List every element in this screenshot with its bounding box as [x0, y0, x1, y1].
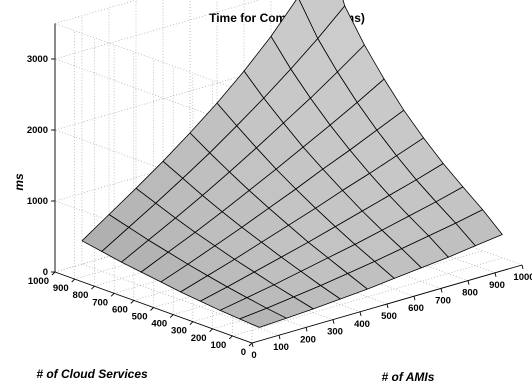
y-tick-mark: [51, 271, 56, 276]
grid-line: [232, 257, 503, 337]
y-tick-mark: [169, 314, 174, 318]
y-tick-label: 800: [73, 290, 89, 301]
grid-line: [212, 250, 483, 330]
z-tick-label: 0: [43, 267, 48, 278]
y-tick-label: 600: [112, 304, 128, 315]
y-tick-mark: [110, 292, 115, 297]
y-tick-mark: [189, 321, 194, 326]
grid-line: [54, 129, 253, 202]
x-tick-mark: [359, 311, 362, 316]
y-tick-label: 100: [210, 340, 226, 351]
x-tick-label: 200: [300, 334, 316, 345]
y-tick-label: 900: [53, 283, 69, 294]
x-tick-mark: [386, 303, 389, 309]
y-tick-label: 300: [171, 326, 187, 337]
axes: [51, 23, 524, 348]
x-tick-label: 900: [489, 280, 505, 291]
x-tick-mark: [494, 272, 497, 277]
x-tick-label: 0: [251, 350, 256, 361]
x-tick-mark: [305, 327, 308, 332]
x-tick-mark: [332, 319, 335, 324]
grid-line: [54, 58, 253, 131]
x-tick-mark: [413, 296, 416, 301]
z-axis-label: ms: [12, 173, 26, 191]
x-tick-label: 400: [354, 319, 370, 330]
y-tick-label: 0: [241, 347, 246, 358]
x-tick-mark: [440, 288, 443, 293]
x-tick-mark: [251, 342, 254, 348]
z-tick-label: 1000: [27, 196, 48, 207]
y-tick-label: 1000: [28, 276, 49, 287]
x-tick-label: 500: [381, 311, 397, 322]
y-tick-mark: [71, 278, 76, 283]
x-tick-label: 100: [273, 342, 289, 353]
y-tick-mark: [91, 285, 95, 290]
x-tick-label: 800: [462, 288, 478, 299]
y-tick-label: 400: [151, 319, 167, 330]
y-tick-label: 500: [132, 312, 148, 323]
y-tick-mark: [130, 300, 135, 304]
tick-labels: 0100200300400500600700800900100001002003…: [27, 54, 532, 361]
grid-line: [81, 263, 280, 336]
x-tick-label: 600: [408, 303, 424, 314]
y-tick-mark: [209, 328, 213, 333]
x-tick-label: 700: [435, 295, 451, 306]
x-tick-label: 300: [327, 327, 343, 338]
z-tick-label: 3000: [27, 54, 48, 65]
surface-mesh: [81, 0, 503, 328]
z-tick-label: 2000: [27, 125, 48, 136]
y-axis-label: # of Cloud Services: [36, 367, 148, 381]
x-axis-label: # of AMIs: [382, 370, 435, 384]
grid-line: [54, 23, 253, 95]
y-tick-label: 200: [191, 333, 207, 344]
y-tick-mark: [228, 335, 233, 340]
y-tick-label: 700: [92, 297, 108, 308]
grid-line: [54, 200, 253, 273]
x-tick-mark: [521, 264, 524, 270]
x-tick-mark: [467, 280, 470, 285]
surface-cell: [81, 214, 130, 252]
x-tick-label: 1000: [513, 272, 532, 283]
x-tick-mark: [278, 335, 281, 340]
y-tick-mark: [150, 307, 154, 311]
y-tick-mark: [248, 342, 253, 347]
